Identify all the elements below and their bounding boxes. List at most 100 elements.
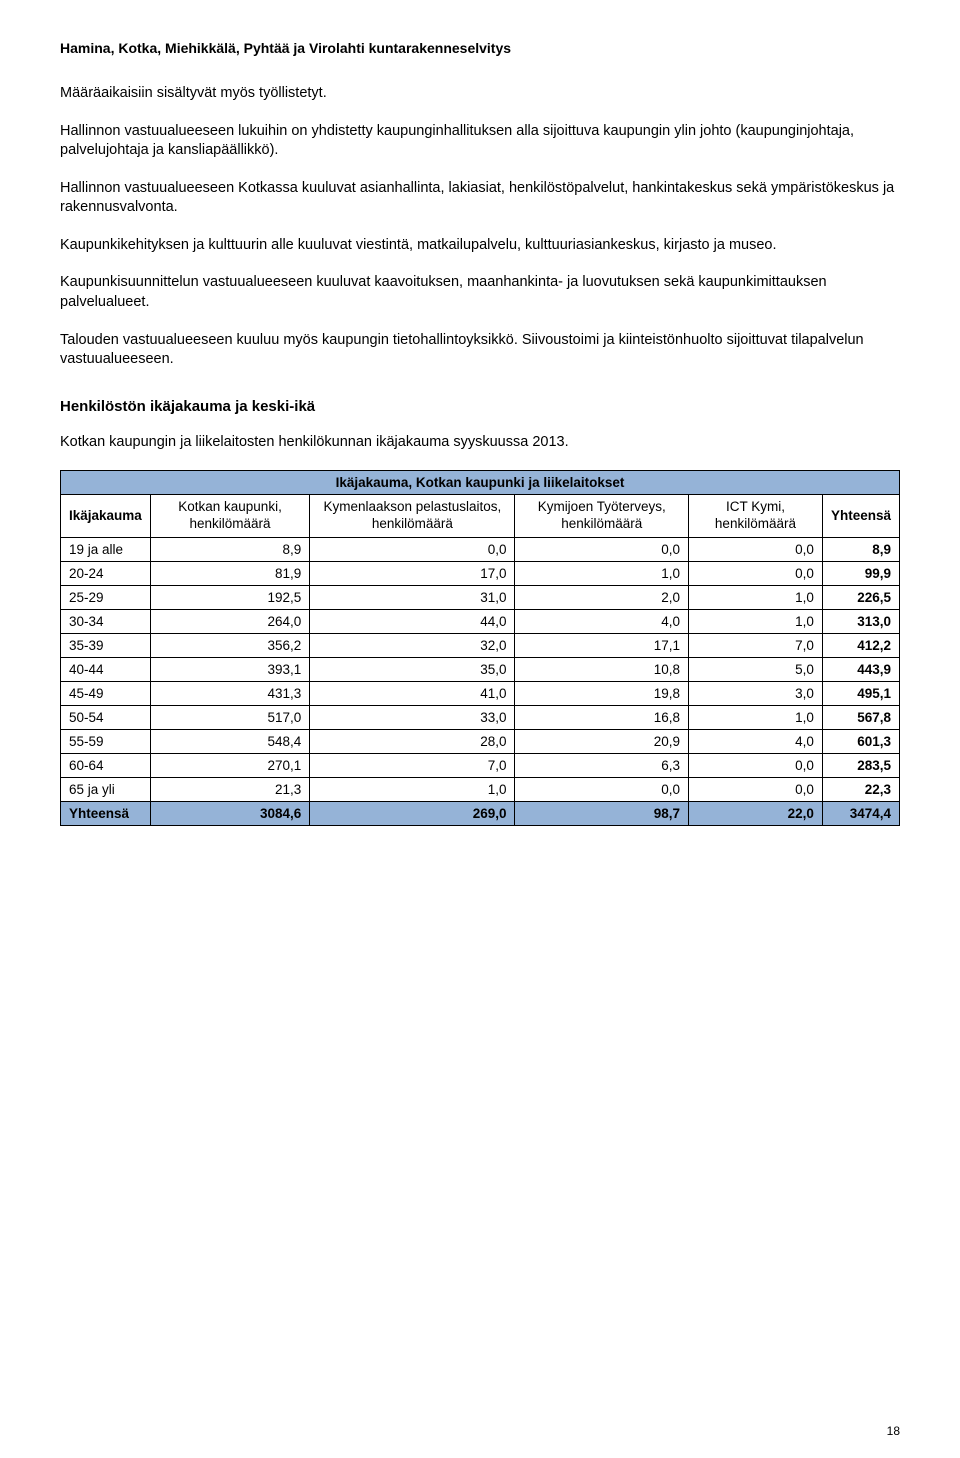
- col-header-4: ICT Kymi, henkilömäärä: [688, 495, 822, 538]
- age-distribution-table: Ikäjakauma, Kotkan kaupunki ja liikelait…: [60, 470, 900, 826]
- table-cell: 22,3: [822, 777, 899, 801]
- col-header-5: Yhteensä: [822, 495, 899, 538]
- table-cell: 25-29: [61, 585, 151, 609]
- table-cell: 264,0: [150, 609, 309, 633]
- table-cell: 226,5: [822, 585, 899, 609]
- table-cell: 99,9: [822, 561, 899, 585]
- table-row: 30-34264,044,04,01,0313,0: [61, 609, 900, 633]
- table-row: 35-39356,232,017,17,0412,2: [61, 633, 900, 657]
- table-cell: 443,9: [822, 657, 899, 681]
- paragraph-6: Talouden vastuualueeseen kuuluu myös kau…: [60, 331, 900, 370]
- table-cell: 35,0: [310, 657, 515, 681]
- table-cell: 1,0: [688, 585, 822, 609]
- table-cell: 283,5: [822, 753, 899, 777]
- table-cell: 17,1: [515, 633, 688, 657]
- table-cell: 1,0: [688, 609, 822, 633]
- table-row: 55-59548,428,020,94,0601,3: [61, 729, 900, 753]
- table-cell: 32,0: [310, 633, 515, 657]
- table-row: 45-49431,341,019,83,0495,1: [61, 681, 900, 705]
- table-cell: 19,8: [515, 681, 688, 705]
- table-cell: 4,0: [515, 609, 688, 633]
- table-cell: 16,8: [515, 705, 688, 729]
- table-cell: 5,0: [688, 657, 822, 681]
- table-cell: 19 ja alle: [61, 537, 151, 561]
- document-header: Hamina, Kotka, Miehikkälä, Pyhtää ja Vir…: [60, 40, 900, 56]
- table-cell: 17,0: [310, 561, 515, 585]
- table-cell: 81,9: [150, 561, 309, 585]
- table-cell: 22,0: [688, 801, 822, 825]
- table-row: 40-44393,135,010,85,0443,9: [61, 657, 900, 681]
- table-row: 60-64270,17,06,30,0283,5: [61, 753, 900, 777]
- table-cell: 40-44: [61, 657, 151, 681]
- col-header-1: Kotkan kaupunki, henkilömäärä: [150, 495, 309, 538]
- table-cell: 0,0: [310, 537, 515, 561]
- page-number: 18: [887, 1424, 900, 1438]
- table-cell: 98,7: [515, 801, 688, 825]
- table-cell: 20,9: [515, 729, 688, 753]
- table-cell: Yhteensä: [61, 801, 151, 825]
- table-cell: 8,9: [150, 537, 309, 561]
- table-cell: 50-54: [61, 705, 151, 729]
- table-cell: 60-64: [61, 753, 151, 777]
- table-cell: 567,8: [822, 705, 899, 729]
- table-cell: 6,3: [515, 753, 688, 777]
- table-cell: 31,0: [310, 585, 515, 609]
- table-cell: 35-39: [61, 633, 151, 657]
- table-cell: 1,0: [310, 777, 515, 801]
- table-cell: 28,0: [310, 729, 515, 753]
- table-cell: 41,0: [310, 681, 515, 705]
- paragraph-5: Kaupunkisuunnittelun vastuualueeseen kuu…: [60, 273, 900, 312]
- table-cell: 45-49: [61, 681, 151, 705]
- section-subtitle: Kotkan kaupungin ja liikelaitosten henki…: [60, 433, 900, 453]
- table-cell: 1,0: [515, 561, 688, 585]
- table-cell: 269,0: [310, 801, 515, 825]
- table-cell: 1,0: [688, 705, 822, 729]
- table-cell: 431,3: [150, 681, 309, 705]
- table-cell: 412,2: [822, 633, 899, 657]
- table-cell: 3084,6: [150, 801, 309, 825]
- table-cell: 55-59: [61, 729, 151, 753]
- table-cell: 0,0: [515, 777, 688, 801]
- table-cell: 356,2: [150, 633, 309, 657]
- table-row: 25-29192,531,02,01,0226,5: [61, 585, 900, 609]
- col-header-3: Kymijoen Työterveys, henkilömäärä: [515, 495, 688, 538]
- table-row: 50-54517,033,016,81,0567,8: [61, 705, 900, 729]
- table-cell: 8,9: [822, 537, 899, 561]
- table-cell: 10,8: [515, 657, 688, 681]
- table-cell: 0,0: [688, 561, 822, 585]
- table-cell: 0,0: [515, 537, 688, 561]
- table-cell: 0,0: [688, 537, 822, 561]
- table-cell: 7,0: [310, 753, 515, 777]
- table-cell: 0,0: [688, 777, 822, 801]
- table-cell: 601,3: [822, 729, 899, 753]
- table-cell: 33,0: [310, 705, 515, 729]
- table-cell: 30-34: [61, 609, 151, 633]
- table-cell: 3474,4: [822, 801, 899, 825]
- table-cell: 3,0: [688, 681, 822, 705]
- table-cell: 4,0: [688, 729, 822, 753]
- paragraph-1: Määräaikaisiin sisältyvät myös työlliste…: [60, 84, 900, 104]
- table-cell: 270,1: [150, 753, 309, 777]
- table-cell: 313,0: [822, 609, 899, 633]
- col-header-2: Kymenlaakson pelastuslaitos, henkilömäär…: [310, 495, 515, 538]
- table-row: 19 ja alle8,90,00,00,08,9: [61, 537, 900, 561]
- table-body: 19 ja alle8,90,00,00,08,920-2481,917,01,…: [61, 537, 900, 825]
- paragraph-2: Hallinnon vastuualueeseen lukuihin on yh…: [60, 122, 900, 161]
- table-cell: 7,0: [688, 633, 822, 657]
- table-cell: 517,0: [150, 705, 309, 729]
- table-cell: 393,1: [150, 657, 309, 681]
- table-cell: 2,0: [515, 585, 688, 609]
- col-header-0: Ikäjakauma: [61, 495, 151, 538]
- paragraph-3: Hallinnon vastuualueeseen Kotkassa kuulu…: [60, 179, 900, 218]
- table-cell: 20-24: [61, 561, 151, 585]
- table-cell: 495,1: [822, 681, 899, 705]
- table-cell: 548,4: [150, 729, 309, 753]
- table-title: Ikäjakauma, Kotkan kaupunki ja liikelait…: [61, 471, 900, 495]
- table-row: 65 ja yli21,31,00,00,022,3: [61, 777, 900, 801]
- table-cell: 44,0: [310, 609, 515, 633]
- table-header-row: Ikäjakauma Kotkan kaupunki, henkilömäärä…: [61, 495, 900, 538]
- table-cell: 65 ja yli: [61, 777, 151, 801]
- table-title-row: Ikäjakauma, Kotkan kaupunki ja liikelait…: [61, 471, 900, 495]
- paragraph-4: Kaupunkikehityksen ja kulttuurin alle ku…: [60, 236, 900, 256]
- table-row: 20-2481,917,01,00,099,9: [61, 561, 900, 585]
